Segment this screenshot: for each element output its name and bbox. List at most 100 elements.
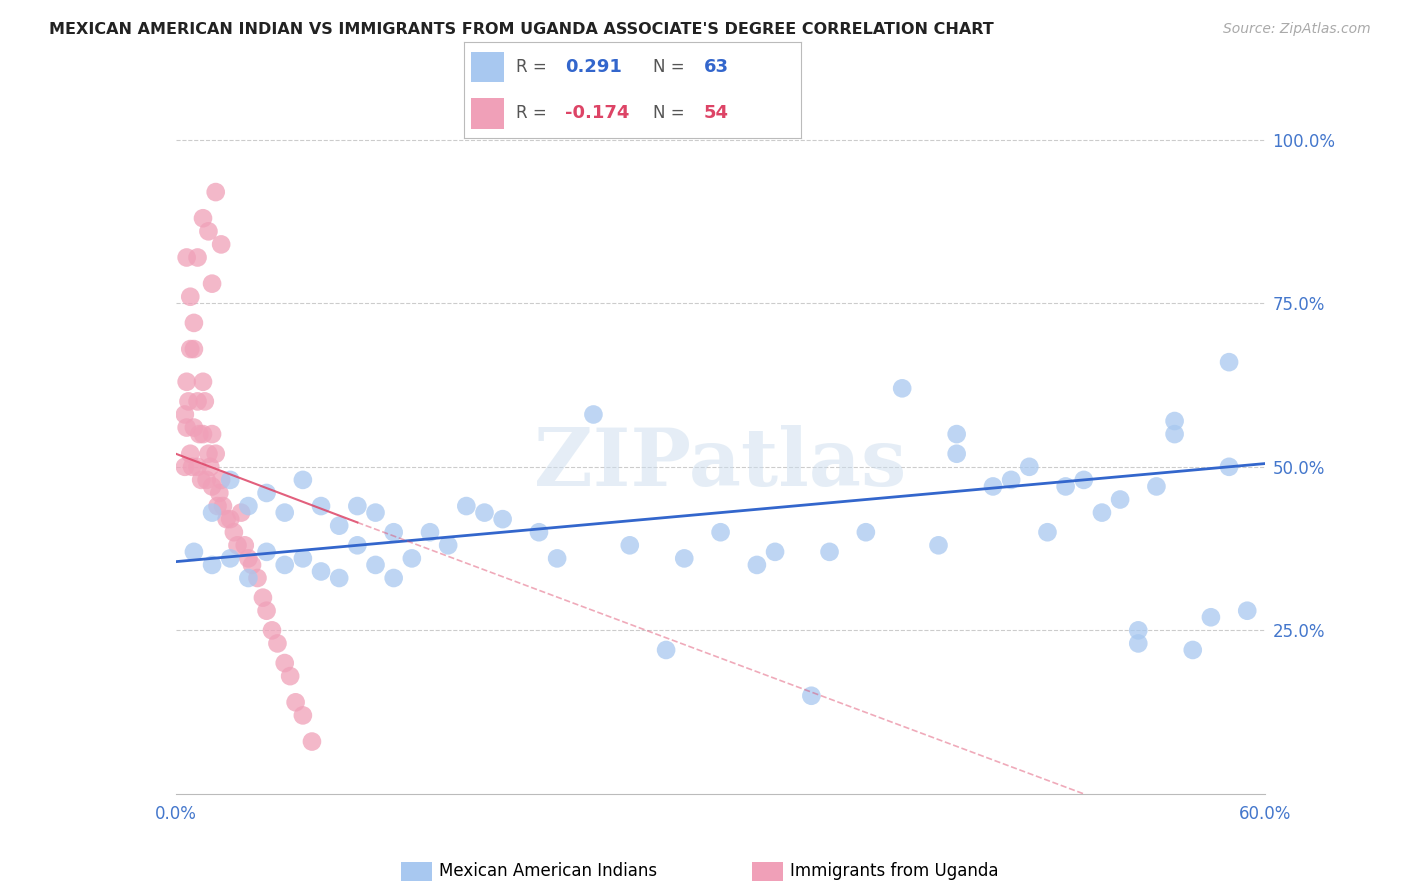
Point bbox=[382, 571, 405, 585]
Text: 54: 54 bbox=[703, 104, 728, 122]
Point bbox=[401, 551, 423, 566]
Point bbox=[191, 375, 214, 389]
Point bbox=[191, 211, 214, 226]
Point bbox=[183, 420, 205, 434]
Point bbox=[274, 506, 297, 520]
Point bbox=[437, 538, 460, 552]
Point bbox=[1163, 427, 1185, 442]
Point bbox=[204, 185, 226, 199]
Text: 0.291: 0.291 bbox=[565, 58, 621, 76]
Point bbox=[291, 708, 314, 723]
Point bbox=[309, 499, 332, 513]
Point bbox=[309, 565, 332, 579]
Point bbox=[745, 558, 768, 572]
FancyBboxPatch shape bbox=[471, 98, 505, 128]
Text: R =: R = bbox=[516, 104, 553, 122]
Point bbox=[266, 636, 288, 650]
Point bbox=[328, 518, 350, 533]
Point bbox=[246, 571, 269, 585]
Point bbox=[201, 479, 224, 493]
Point bbox=[207, 499, 229, 513]
Point bbox=[222, 525, 245, 540]
Point bbox=[186, 251, 209, 265]
Point bbox=[186, 394, 209, 409]
Point bbox=[278, 669, 301, 683]
Point bbox=[176, 251, 198, 265]
Point bbox=[800, 689, 823, 703]
Point bbox=[891, 381, 914, 395]
Point bbox=[673, 551, 696, 566]
Point bbox=[183, 342, 205, 356]
Text: R =: R = bbox=[516, 58, 553, 76]
Point bbox=[274, 656, 297, 670]
Point bbox=[945, 447, 967, 461]
Point bbox=[419, 525, 441, 540]
Point bbox=[238, 551, 260, 566]
Point bbox=[197, 447, 219, 461]
Text: N =: N = bbox=[652, 104, 690, 122]
Point bbox=[219, 512, 242, 526]
Point bbox=[346, 538, 368, 552]
Point bbox=[181, 459, 204, 474]
Point bbox=[284, 695, 307, 709]
Point bbox=[364, 506, 387, 520]
Point bbox=[176, 420, 198, 434]
Point bbox=[855, 525, 877, 540]
Point bbox=[231, 506, 253, 520]
Point bbox=[238, 499, 260, 513]
Point bbox=[219, 473, 242, 487]
Point bbox=[212, 499, 235, 513]
Point bbox=[710, 525, 733, 540]
Point bbox=[260, 624, 283, 638]
Point bbox=[981, 479, 1004, 493]
Point bbox=[256, 604, 278, 618]
Point bbox=[201, 427, 224, 442]
Text: Source: ZipAtlas.com: Source: ZipAtlas.com bbox=[1223, 22, 1371, 37]
Point bbox=[1236, 604, 1258, 618]
Point bbox=[1054, 479, 1077, 493]
Point bbox=[209, 473, 232, 487]
Point bbox=[763, 545, 786, 559]
Text: N =: N = bbox=[652, 58, 690, 76]
Point bbox=[1146, 479, 1168, 493]
Point bbox=[456, 499, 478, 513]
Point bbox=[179, 447, 201, 461]
Point bbox=[191, 427, 214, 442]
Point bbox=[215, 512, 238, 526]
Text: 63: 63 bbox=[703, 58, 728, 76]
Point bbox=[655, 643, 678, 657]
Point bbox=[173, 408, 195, 422]
Text: MEXICAN AMERICAN INDIAN VS IMMIGRANTS FROM UGANDA ASSOCIATE'S DEGREE CORRELATION: MEXICAN AMERICAN INDIAN VS IMMIGRANTS FR… bbox=[49, 22, 994, 37]
Point bbox=[928, 538, 950, 552]
Point bbox=[219, 551, 242, 566]
Point bbox=[179, 290, 201, 304]
Point bbox=[1218, 459, 1240, 474]
Point bbox=[291, 551, 314, 566]
Point bbox=[240, 558, 263, 572]
Point bbox=[197, 224, 219, 238]
Point bbox=[201, 506, 224, 520]
Point bbox=[301, 734, 323, 748]
Point bbox=[226, 538, 249, 552]
Point bbox=[291, 473, 314, 487]
Point bbox=[1128, 636, 1150, 650]
FancyBboxPatch shape bbox=[471, 52, 505, 82]
Point bbox=[186, 459, 209, 474]
Point bbox=[183, 316, 205, 330]
Point bbox=[201, 277, 224, 291]
Point bbox=[177, 394, 200, 409]
Point bbox=[527, 525, 550, 540]
Point bbox=[492, 512, 515, 526]
Point bbox=[188, 427, 211, 442]
Point bbox=[194, 394, 217, 409]
Point bbox=[1128, 624, 1150, 638]
Point bbox=[201, 558, 224, 572]
Point bbox=[619, 538, 641, 552]
Point bbox=[346, 499, 368, 513]
Point bbox=[183, 545, 205, 559]
Text: Mexican American Indians: Mexican American Indians bbox=[439, 863, 657, 880]
Point bbox=[1181, 643, 1204, 657]
Point bbox=[1163, 414, 1185, 428]
Point bbox=[364, 558, 387, 572]
Text: -0.174: -0.174 bbox=[565, 104, 630, 122]
